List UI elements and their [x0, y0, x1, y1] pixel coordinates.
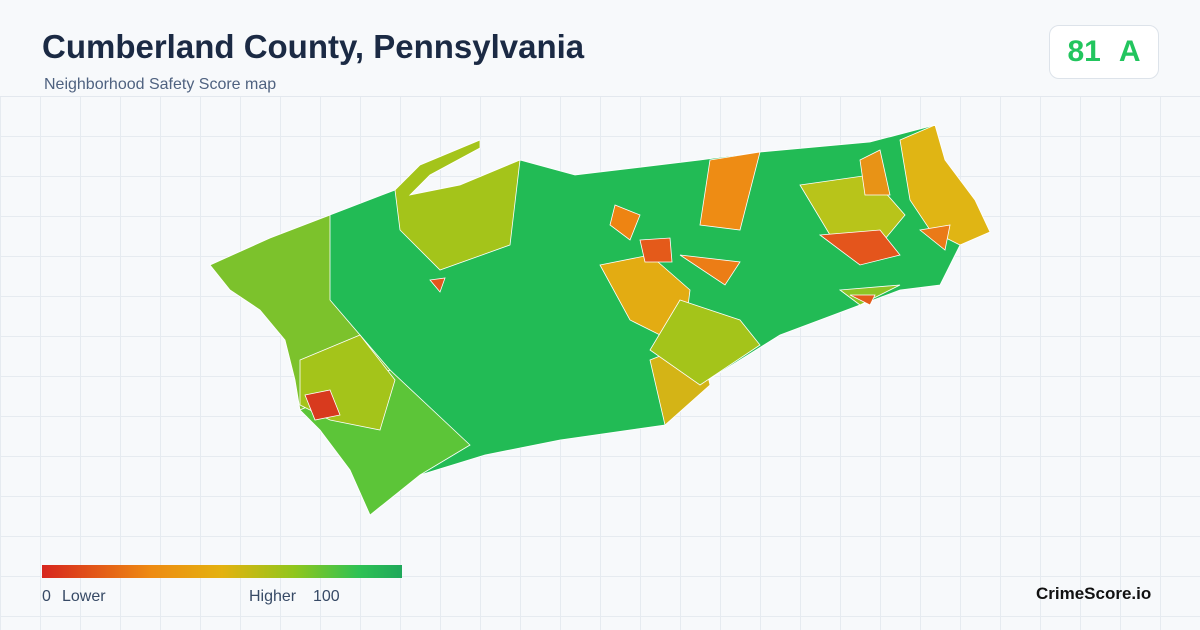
region [699, 151, 761, 231]
title: Cumberland County, Pennsylvania [42, 28, 585, 65]
brand: CrimeScore.io [1036, 584, 1152, 603]
legend-min: 0 [42, 588, 51, 605]
region [649, 299, 761, 386]
legend-min-label: Lower [62, 588, 106, 605]
legend-max: 100 [313, 588, 340, 605]
subtitle: Neighborhood Safety Score map [44, 76, 277, 93]
region [849, 294, 876, 306]
header: Cumberland County, Pennsylvania Neighbor… [0, 0, 1200, 97]
region [304, 389, 341, 421]
score-grade: A [1118, 35, 1141, 68]
legend-gradient [42, 565, 402, 578]
region [609, 204, 641, 241]
region [639, 237, 673, 263]
score-value: 81 [1067, 35, 1101, 68]
region [899, 124, 991, 246]
region [919, 224, 951, 251]
region [818, 229, 901, 266]
region [679, 254, 741, 286]
score-badge: 81 A [1049, 25, 1159, 79]
region [394, 139, 521, 271]
region [859, 149, 891, 196]
region [429, 277, 446, 293]
legend-max-label: Higher [249, 588, 297, 605]
